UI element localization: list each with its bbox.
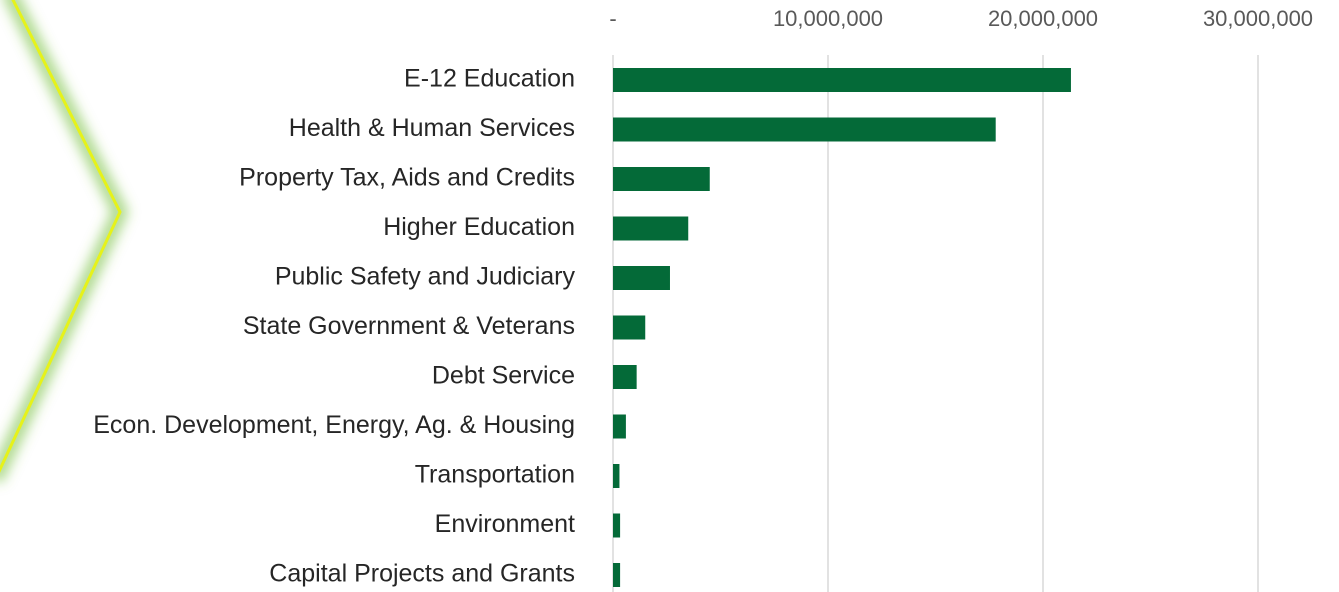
category-label: State Government & Veterans (243, 312, 575, 340)
category-label: Environment (435, 510, 575, 538)
x-tick-label: 30,000,000 (1203, 6, 1313, 31)
category-label: E-12 Education (404, 65, 575, 93)
grid: - 10,000,000 20,000,000 30,000,000 (609, 6, 1313, 592)
category-label: Higher Education (383, 213, 575, 241)
category-label: Econ. Development, Energy, Ag. & Housing (93, 411, 575, 439)
bar (613, 315, 646, 340)
decorative-chevron (0, 0, 129, 484)
category-label: Transportation (415, 461, 575, 489)
category-label: Property Tax, Aids and Credits (239, 164, 575, 192)
x-tick-label: 20,000,000 (988, 6, 1098, 31)
category-label: Health & Human Services (289, 114, 575, 142)
category-label: Capital Projects and Grants (269, 560, 575, 588)
x-tick-label: 10,000,000 (773, 6, 883, 31)
bar (613, 167, 710, 191)
category-label: Debt Service (432, 362, 575, 390)
x-tick-label: - (609, 6, 616, 31)
bar (613, 365, 637, 389)
bar (613, 117, 996, 142)
plot: E-12 Education Health & Human Services Pro… (93, 65, 1071, 588)
bar (613, 563, 621, 587)
bar (613, 414, 626, 439)
bar (613, 464, 620, 488)
category-label: Public Safety and Judiciary (275, 263, 576, 291)
bar (613, 266, 670, 290)
bar (613, 68, 1071, 92)
bar (613, 216, 689, 241)
bar (613, 513, 621, 538)
